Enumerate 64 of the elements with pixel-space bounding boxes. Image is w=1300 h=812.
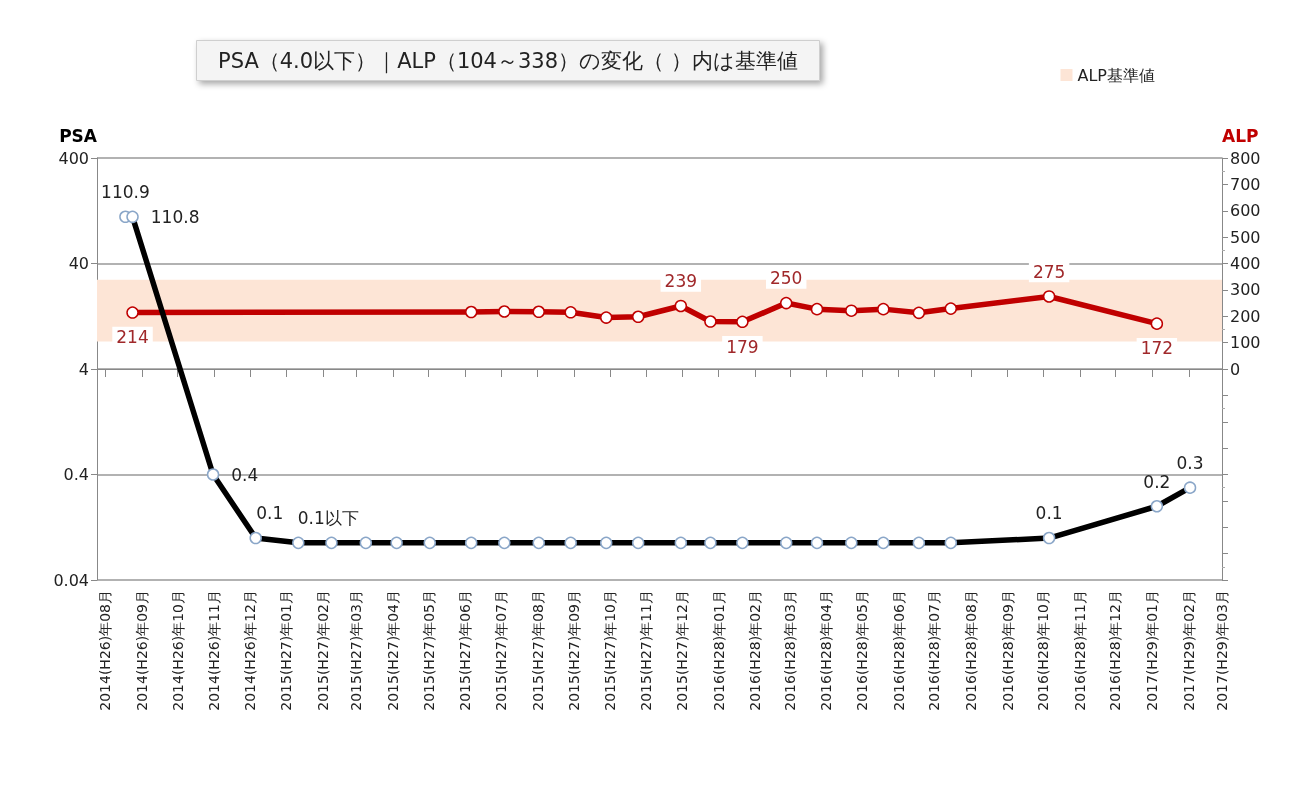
y2-tick-label: 400 <box>1230 254 1261 273</box>
x-tick-label: 2015(H27)年10月 <box>601 590 618 711</box>
data-label: 110.8 <box>150 206 200 227</box>
y2-tick-label: 700 <box>1230 174 1261 194</box>
data-label: 239 <box>664 271 698 292</box>
data-label: 0.4 <box>231 464 259 485</box>
x-tick-label: 2016(H28)年10月 <box>1035 590 1052 711</box>
x-tick-label: 2015(H27)年02月 <box>315 590 332 711</box>
y-tick-label: 40 <box>68 254 89 273</box>
y2-tick-label: 500 <box>1230 227 1261 247</box>
data-label: 179 <box>726 336 759 357</box>
x-tick-label: 2017(H29)年03月 <box>1214 590 1230 711</box>
data-label: 0.3 <box>1176 452 1204 473</box>
y2-tick-label: 100 <box>1230 333 1261 353</box>
data-label: 250 <box>769 268 803 289</box>
data-label: 172 <box>1140 338 1174 359</box>
y2-tick-label: 200 <box>1230 306 1261 326</box>
x-tick-label: 2014(H26)年08月 <box>97 590 114 711</box>
y-tick-label: 0.4 <box>63 465 89 484</box>
x-tick-label: 2014(H26)年11月 <box>206 590 223 711</box>
x-tick-label: 2016(H28)年06月 <box>890 590 907 711</box>
x-tick-label: 2014(H26)年12月 <box>241 590 258 711</box>
x-tick-label: 2016(H28)年04月 <box>818 590 835 711</box>
x-tick-label: 2015(H27)年03月 <box>348 590 365 711</box>
x-tick-label: 2016(H28)年05月 <box>854 590 870 711</box>
y-tick-label: 400 <box>58 148 89 168</box>
x-tick-label: 2015(H27)年07月 <box>492 590 509 711</box>
x-tick-label: 2015(H27)年08月 <box>529 590 546 711</box>
data-label: 0.1 <box>256 503 284 524</box>
x-tick-label: 2016(H28)年08月 <box>962 590 979 711</box>
x-tick-label: 2016(H28)年03月 <box>781 590 798 711</box>
y-tick-label: 0.04 <box>53 570 89 590</box>
x-tick-label: 2016(H28)年09月 <box>999 590 1016 711</box>
x-tick-label: 2017(H29)年02月 <box>1180 590 1197 711</box>
data-label: 110.9 <box>101 182 150 203</box>
data-label: 0.1 <box>1035 503 1063 524</box>
y2-tick-label: 600 <box>1230 201 1261 221</box>
y-tick-label: 4 <box>78 359 89 379</box>
x-tick-label: 2015(H27)年12月 <box>674 590 690 711</box>
legend-label: ALP基準値 <box>1077 65 1156 85</box>
data-label: 214 <box>116 327 149 348</box>
x-tick-label: 2016(H28)年12月 <box>1107 590 1124 711</box>
x-tick-label: 2017(H29)年01月 <box>1144 590 1161 711</box>
x-tick-label: 2014(H26)年09月 <box>134 590 150 711</box>
y2-tick-label: 0 <box>1230 359 1241 379</box>
x-tick-label: 2015(H27)年09月 <box>566 590 583 711</box>
y2-tick-label: 800 <box>1230 148 1261 168</box>
data-label: 275 <box>1032 261 1066 282</box>
x-tick-label: 2015(H27)年01月 <box>278 590 295 711</box>
x-tick-label: 2015(H27)年04月 <box>385 590 402 711</box>
text: ALP <box>1222 125 1259 146</box>
x-tick-label: 2015(H27)年06月 <box>457 590 474 711</box>
y2-tick-label: 300 <box>1230 280 1261 300</box>
data-label: 0.2 <box>1143 471 1171 492</box>
data-label: 0.1以下 <box>297 508 359 529</box>
x-tick-label: 2016(H28)年02月 <box>747 590 764 711</box>
x-tick-label: 2015(H27)年05月 <box>420 590 437 711</box>
chart-title: PSA（4.0以下）｜ALP（104～338）の変化（ ）内は基準値 <box>218 48 798 74</box>
x-tick-label: 2014(H26)年10月 <box>169 590 186 711</box>
x-tick-label: 2015(H27)年11月 <box>638 590 655 711</box>
text: PSA <box>59 125 98 146</box>
x-tick-label: 2016(H28)年07月 <box>926 590 943 711</box>
x-tick-label: 2016(H28)年01月 <box>710 590 727 711</box>
x-tick-label: 2016(H28)年11月 <box>1071 590 1088 711</box>
